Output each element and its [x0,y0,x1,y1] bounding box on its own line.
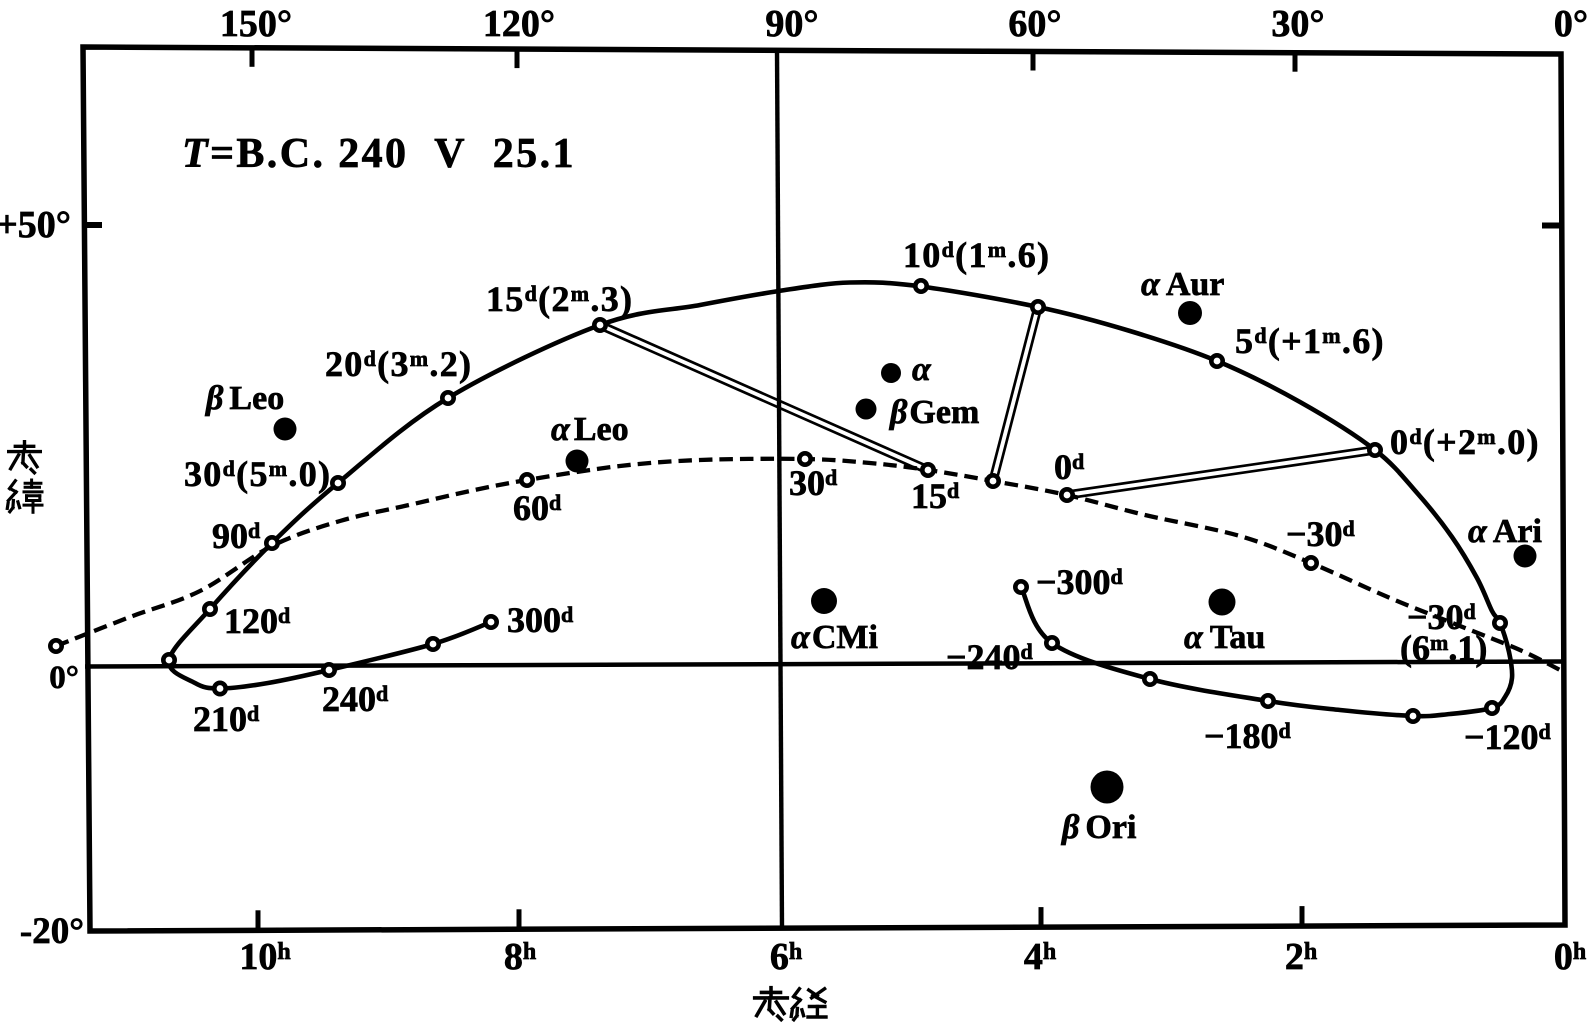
svg-text:−240d: −240d [946,637,1033,677]
svg-text:30°: 30° [1271,3,1324,45]
svg-text:240d: 240d [322,679,388,719]
svg-text:-20°: -20° [20,911,84,952]
svg-text:150°: 150° [220,3,292,45]
svg-text:60°: 60° [1008,3,1061,45]
svg-text:βGem: βGem [888,394,979,431]
svg-text:α: α [912,351,932,388]
svg-text:0°: 0° [49,660,79,696]
svg-text:30d(5m.0): 30d(5m.0) [184,454,331,494]
svg-text:2h: 2h [1285,936,1317,978]
svg-text:90°: 90° [765,3,818,45]
svg-text:αCMi: αCMi [791,619,878,656]
svg-text:−120d: −120d [1464,717,1551,757]
svg-text:0d(+2m.0): 0d(+2m.0) [1390,422,1540,462]
svg-text:(6m.1): (6m.1) [1400,628,1487,668]
svg-text:120°: 120° [483,3,555,45]
svg-text:0d: 0d [1054,447,1084,487]
svg-text:15d: 15d [911,476,959,516]
svg-text:T=B.C. 240 V 25.1: T=B.C. 240 V 25.1 [182,131,576,177]
svg-text:−180d: −180d [1204,716,1291,756]
svg-text:10d(1m.6): 10d(1m.6) [903,235,1050,275]
svg-text:−300d: −300d [1036,562,1123,602]
svg-text:+50°: +50° [0,204,71,246]
svg-text:20d(3m.2): 20d(3m.2) [325,344,472,384]
svg-text:0°: 0° [1554,3,1588,45]
svg-text:15d(2m.3): 15d(2m.3) [486,279,633,319]
